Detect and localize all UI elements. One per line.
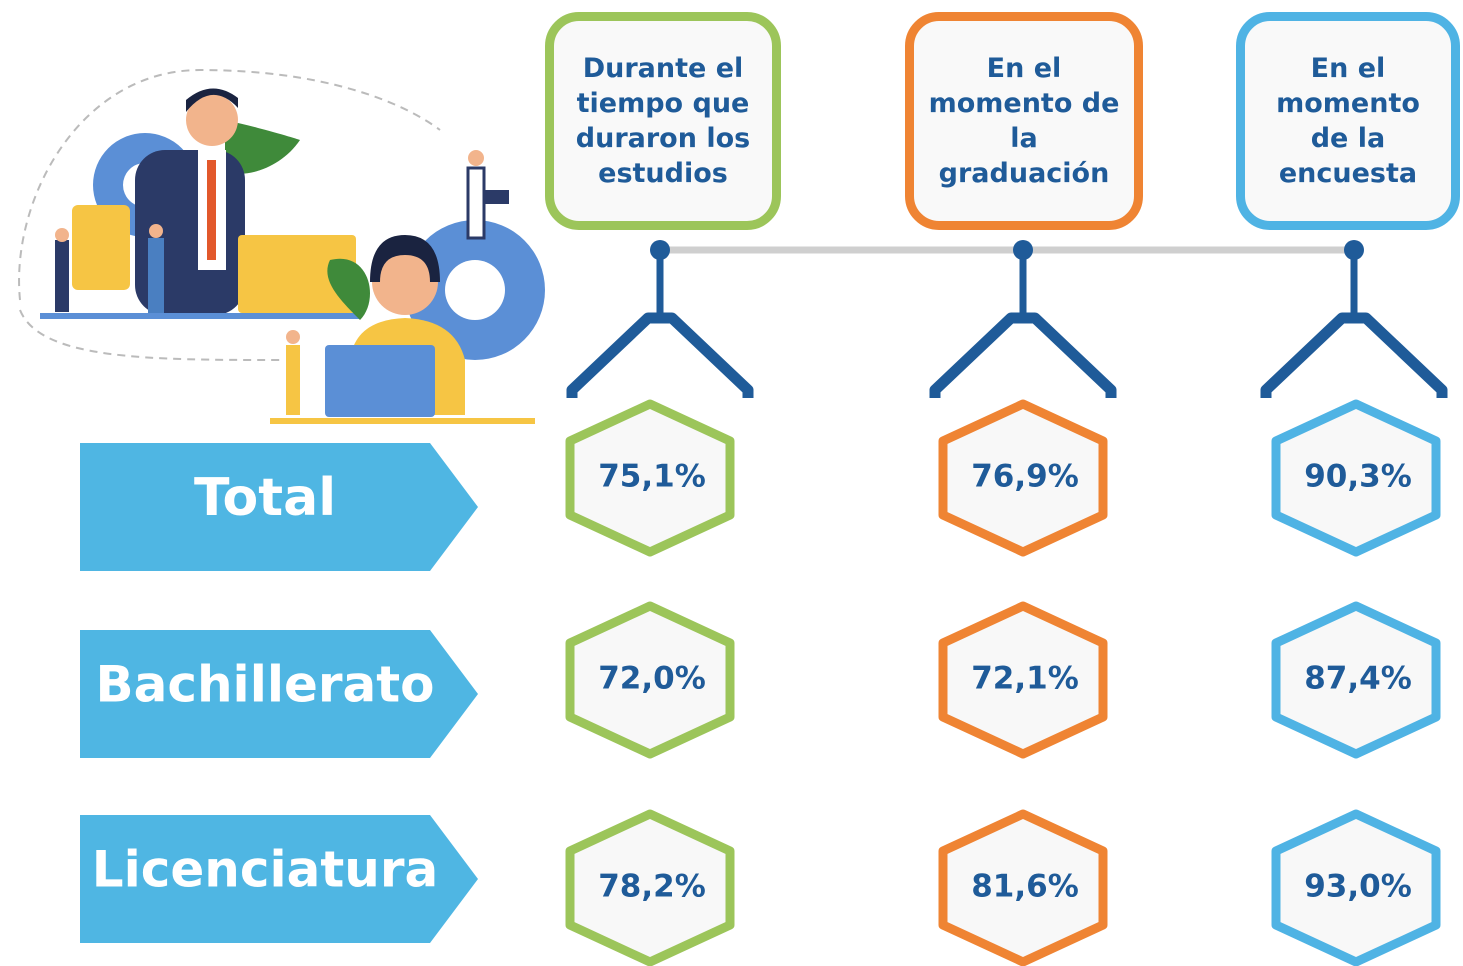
hanger-arms (572, 318, 748, 398)
row-label: Bachillerato (95, 656, 434, 714)
row-label: Total (194, 468, 336, 528)
row-label: Licenciatura (92, 841, 439, 899)
cell-value: 87,4% (1304, 661, 1412, 697)
hanger-arms (1266, 318, 1442, 398)
cell-value: 93,0% (1304, 869, 1412, 905)
hanger-dot (650, 240, 670, 260)
cell-value: 75,1% (598, 459, 706, 495)
cell-value: 90,3% (1304, 459, 1412, 495)
hanger-arms (935, 318, 1111, 398)
column-header: Durante el tiempo que duraron los estudi… (545, 12, 781, 230)
cell-value: 76,9% (971, 459, 1079, 495)
cell-value: 81,6% (971, 869, 1079, 905)
page: Total 75,1% 76,9% 90,3% Bachillerato 72,0% 72,… (0, 0, 1463, 966)
illustration (19, 70, 545, 424)
column-header: En el momento de la graduación (905, 12, 1143, 230)
hanger-dot (1013, 240, 1033, 260)
column-header: En el momento de la encuesta (1236, 12, 1460, 230)
hanger-dot (1344, 240, 1364, 260)
cell-value: 72,1% (971, 661, 1079, 697)
cell-value: 78,2% (598, 869, 706, 905)
cell-value: 72,0% (598, 661, 706, 697)
